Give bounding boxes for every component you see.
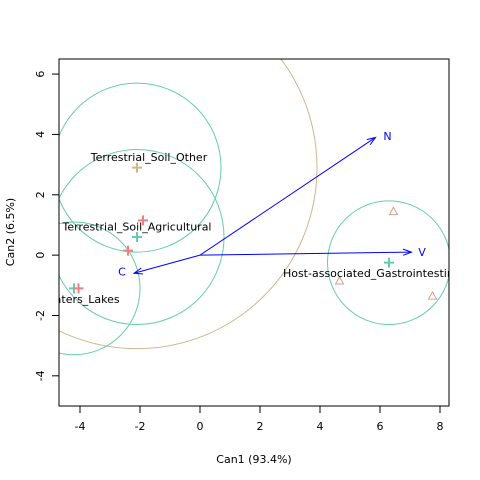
y-tick-label: -2 — [34, 310, 47, 321]
y-tick-label: 4 — [34, 131, 47, 138]
x-tick-label: -2 — [135, 420, 146, 433]
group-label: Terrestrial_Soil_Other — [90, 151, 208, 164]
plot-area: Terrestrial_Soil_Other Terrestrial_Soil_A… — [16, 59, 480, 356]
triangle-point — [334, 275, 345, 285]
x-tick-label: 4 — [317, 420, 324, 433]
group-circle-terrestrial-soil-agricultural — [59, 149, 225, 326]
vector-label: C — [118, 266, 126, 279]
axes: -4 -2 0 2 4 6 8 -4 -2 0 2 4 6 — [34, 71, 444, 433]
group-label: Freshwaters_Lakes — [16, 293, 119, 306]
plot-frame — [58, 58, 450, 407]
vector-arrowhead — [366, 136, 377, 146]
x-tick-label: -4 — [75, 420, 86, 433]
x-axis-label: Can1 (93.4%) — [216, 453, 291, 466]
plus-point — [132, 232, 142, 243]
plus-point — [123, 245, 133, 256]
plus-point — [132, 162, 142, 173]
group-label: Host-associated_Gastrointestinal_tract — [283, 267, 480, 280]
vector-c — [133, 254, 201, 274]
triangle-point — [427, 290, 438, 300]
vector-n — [199, 137, 376, 256]
triangle-point — [388, 206, 399, 216]
plus-point — [138, 215, 148, 226]
y-tick-label: 6 — [34, 71, 47, 78]
confidence-circle-outer — [59, 59, 318, 350]
x-tick-label: 0 — [197, 420, 204, 433]
y-axis-label: Can2 (6.5%) — [4, 198, 17, 266]
group-circle-freshwaters-lakes — [59, 221, 141, 356]
vector-arrowhead — [132, 267, 144, 275]
y-tick-label: 2 — [34, 191, 47, 198]
vector-arrowhead — [402, 248, 413, 256]
vector-label: N — [383, 130, 391, 143]
group-circle-host-associated-gastrointestinal-tract — [327, 200, 449, 326]
vector-v — [199, 251, 412, 256]
x-tick-label: 8 — [437, 420, 444, 433]
overlay-layer: N V C — [118, 130, 426, 279]
vector-label: V — [418, 246, 426, 259]
plus-point — [384, 257, 394, 268]
group-label: Terrestrial_Soil_Agricultural — [61, 220, 211, 233]
y-tick-label: -4 — [34, 370, 47, 381]
x-tick-label: 2 — [257, 420, 264, 433]
x-tick-label: 6 — [377, 420, 384, 433]
y-tick-label: 0 — [34, 252, 47, 259]
plus-point — [73, 283, 84, 294]
group-circle-terrestrial-soil-other — [59, 82, 222, 253]
